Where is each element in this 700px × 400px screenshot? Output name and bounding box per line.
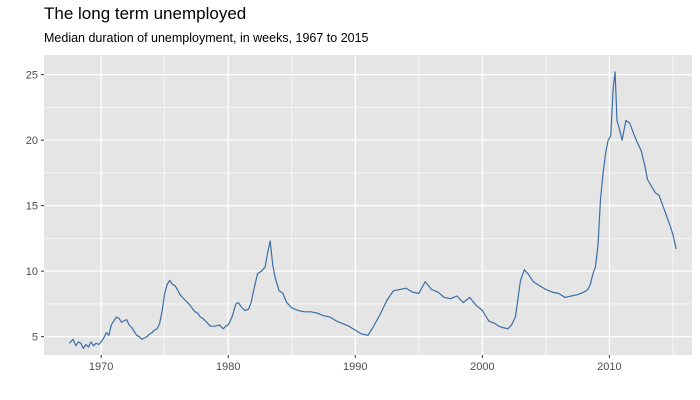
x-tick-label: 2000 <box>470 361 494 373</box>
chart-title: The long term unemployed <box>44 4 247 23</box>
chart-subtitle: Median duration of unemployment, in week… <box>44 31 369 45</box>
x-tick-label: 1990 <box>343 361 367 373</box>
x-tick-label: 1970 <box>89 361 113 373</box>
y-tick-label: 10 <box>26 266 38 278</box>
plot-panel <box>44 55 692 355</box>
y-tick-label: 5 <box>32 332 38 344</box>
x-tick-label: 1980 <box>216 361 240 373</box>
x-tick-label: 2010 <box>597 361 621 373</box>
y-tick-label: 25 <box>26 70 38 82</box>
series-line <box>68 71 677 349</box>
y-tick-label: 15 <box>26 201 38 213</box>
y-tick-label: 20 <box>26 135 38 147</box>
